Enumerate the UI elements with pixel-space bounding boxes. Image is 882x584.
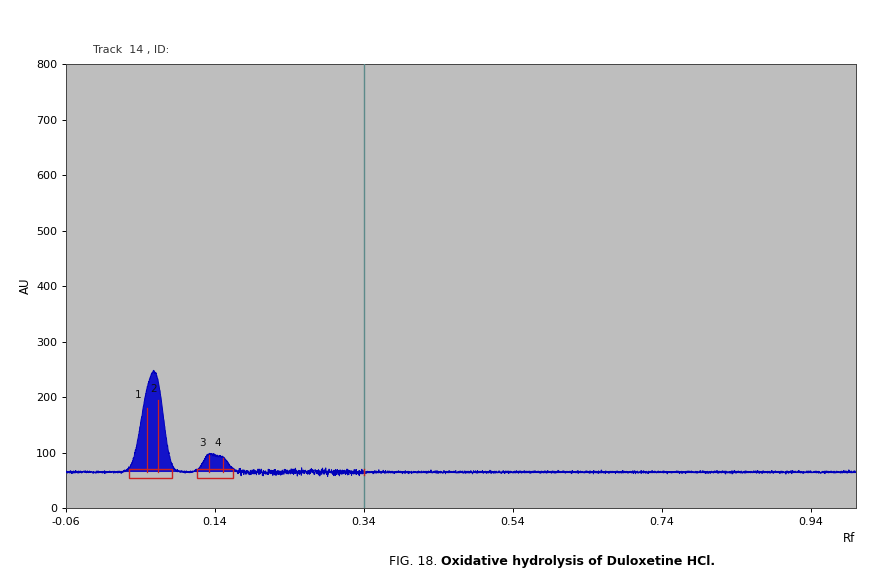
Text: Track  14 , ID:: Track 14 , ID:	[93, 46, 168, 55]
Text: Rf: Rf	[843, 533, 856, 545]
Text: Oxidative hydrolysis of Duloxetine HCl.: Oxidative hydrolysis of Duloxetine HCl.	[441, 555, 715, 568]
Text: 2: 2	[151, 384, 157, 394]
Text: 1: 1	[134, 390, 141, 400]
Text: 3: 3	[199, 438, 206, 448]
Text: FIG. 18.: FIG. 18.	[389, 555, 441, 568]
Bar	[198, 469, 233, 478]
Bar	[129, 469, 172, 478]
Text: 4: 4	[214, 438, 220, 448]
Y-axis label: AU: AU	[19, 278, 32, 294]
